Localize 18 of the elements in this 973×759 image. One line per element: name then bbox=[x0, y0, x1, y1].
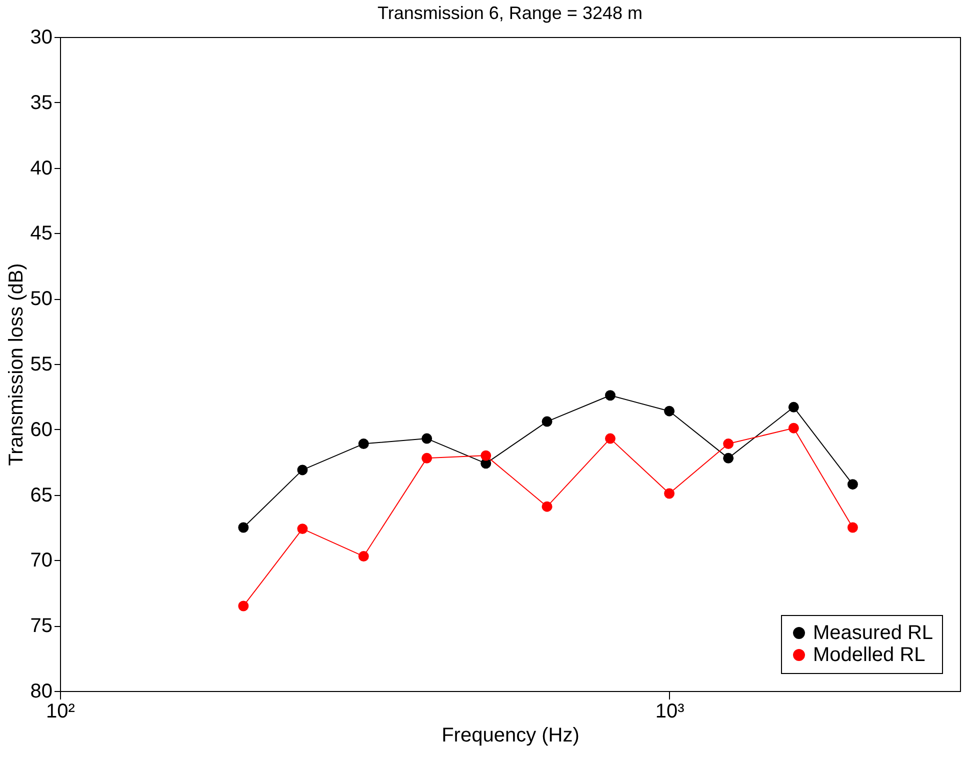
legend-label: Measured RL bbox=[813, 622, 934, 644]
y-tick-label: 65 bbox=[30, 484, 52, 506]
x-tick-label: 10³ bbox=[655, 700, 685, 722]
legend-label: Modelled RL bbox=[813, 644, 926, 666]
y-tick-label: 50 bbox=[30, 288, 52, 310]
y-tick-label: 30 bbox=[30, 26, 52, 48]
y-tick-label: 60 bbox=[30, 418, 52, 441]
y-axis-title: Transmission loss (dB) bbox=[5, 263, 28, 466]
y-tick-label: 75 bbox=[30, 615, 52, 638]
y-tick-label: 45 bbox=[30, 222, 52, 245]
chart-title: Transmission 6, Range = 3248 m bbox=[378, 3, 642, 23]
y-tick-label: 35 bbox=[30, 92, 52, 114]
y-tick-label: 70 bbox=[30, 550, 52, 572]
x-tick-label: 10² bbox=[46, 700, 76, 722]
y-tick-label: 40 bbox=[30, 157, 52, 180]
y-tick-label: 80 bbox=[30, 680, 52, 702]
x-axis-title: Frequency (Hz) bbox=[442, 724, 580, 746]
y-tick-label: 55 bbox=[30, 354, 52, 376]
